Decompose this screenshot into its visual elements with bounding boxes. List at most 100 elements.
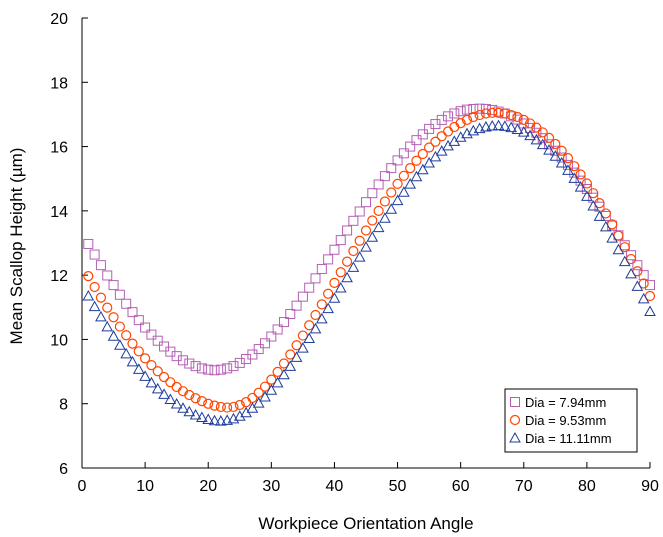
data-point — [114, 339, 126, 350]
x-tick-label: 60 — [452, 478, 470, 495]
data-point — [82, 290, 95, 301]
x-tick-label: 90 — [641, 478, 659, 495]
data-point — [329, 277, 340, 288]
data-point — [215, 364, 226, 375]
data-point — [158, 388, 170, 399]
data-point — [285, 309, 296, 320]
data-point — [644, 290, 656, 302]
data-point — [468, 103, 479, 114]
data-point — [366, 231, 379, 242]
y-tick-label: 10 — [50, 332, 68, 349]
data-point — [89, 281, 100, 293]
data-point — [468, 111, 479, 123]
data-point — [435, 145, 448, 156]
data-point — [127, 307, 138, 318]
data-point — [512, 111, 523, 123]
data-point — [190, 393, 201, 404]
data-point — [133, 346, 144, 357]
data-point — [297, 330, 308, 341]
data-point — [455, 106, 466, 117]
data-point — [392, 155, 403, 166]
x-axis-title: Workpiece Orientation Angle — [258, 514, 473, 533]
data-point — [392, 178, 403, 189]
data-point — [505, 121, 518, 133]
plot-area — [82, 103, 656, 426]
data-point — [543, 132, 555, 143]
data-point — [310, 309, 321, 321]
data-point — [253, 344, 264, 355]
data-point — [517, 126, 530, 137]
data-point — [454, 131, 467, 142]
data-point — [139, 370, 151, 381]
data-point — [550, 145, 561, 156]
data-point — [348, 215, 359, 226]
data-point — [599, 220, 612, 232]
data-point — [234, 357, 245, 368]
data-point — [88, 300, 101, 312]
data-point — [367, 215, 378, 226]
data-point — [398, 170, 409, 181]
legend-label: Dia = 11.11mm — [525, 431, 612, 446]
data-point — [329, 244, 340, 255]
data-point — [146, 329, 157, 340]
data-point — [487, 107, 498, 118]
data-point — [562, 164, 574, 175]
data-point — [184, 358, 195, 369]
data-point — [177, 402, 189, 413]
data-point — [278, 358, 290, 369]
data-point — [575, 169, 586, 180]
data-point — [354, 235, 365, 246]
data-point — [354, 206, 365, 217]
data-point — [209, 400, 220, 411]
data-point — [499, 108, 510, 119]
data-point — [284, 360, 297, 371]
data-point — [638, 278, 649, 289]
data-point — [581, 190, 593, 201]
data-point — [600, 211, 611, 221]
data-point — [121, 330, 132, 341]
data-point — [265, 384, 278, 395]
legend: Dia = 7.94mm Dia = 9.53mm Dia = 11.11mm — [504, 388, 638, 453]
data-point — [531, 122, 542, 133]
y-tick-label: 18 — [50, 75, 68, 92]
data-point — [498, 120, 511, 131]
data-point — [335, 267, 346, 278]
data-point — [228, 361, 239, 372]
data-point — [379, 212, 391, 223]
data-point — [341, 256, 353, 267]
data-point — [196, 363, 207, 374]
data-point — [360, 241, 372, 252]
data-point — [140, 353, 151, 364]
x-tick-label: 50 — [389, 478, 407, 495]
data-point — [252, 397, 265, 408]
data-point — [404, 178, 417, 189]
data-point — [391, 194, 404, 206]
data-point — [310, 273, 321, 284]
data-point — [291, 300, 302, 311]
data-point — [297, 342, 309, 353]
data-point — [152, 335, 163, 346]
legend-marker — [509, 431, 521, 443]
data-point — [543, 144, 555, 155]
x-tick-label: 30 — [262, 478, 280, 495]
data-point — [544, 139, 555, 150]
data-point — [568, 172, 581, 183]
data-point — [606, 232, 618, 243]
data-point — [511, 123, 524, 135]
data-point — [335, 235, 346, 246]
data-point — [246, 402, 259, 413]
data-point — [562, 153, 574, 164]
data-point — [626, 250, 637, 261]
data-point — [121, 298, 132, 309]
data-point — [518, 114, 529, 125]
data-point — [429, 150, 442, 162]
data-point — [171, 381, 182, 393]
data-point — [474, 109, 485, 121]
data-point — [424, 142, 435, 153]
data-point — [234, 399, 245, 411]
data-point — [266, 331, 277, 342]
data-point — [442, 126, 454, 137]
data-point — [455, 118, 466, 129]
data-point — [170, 398, 183, 409]
